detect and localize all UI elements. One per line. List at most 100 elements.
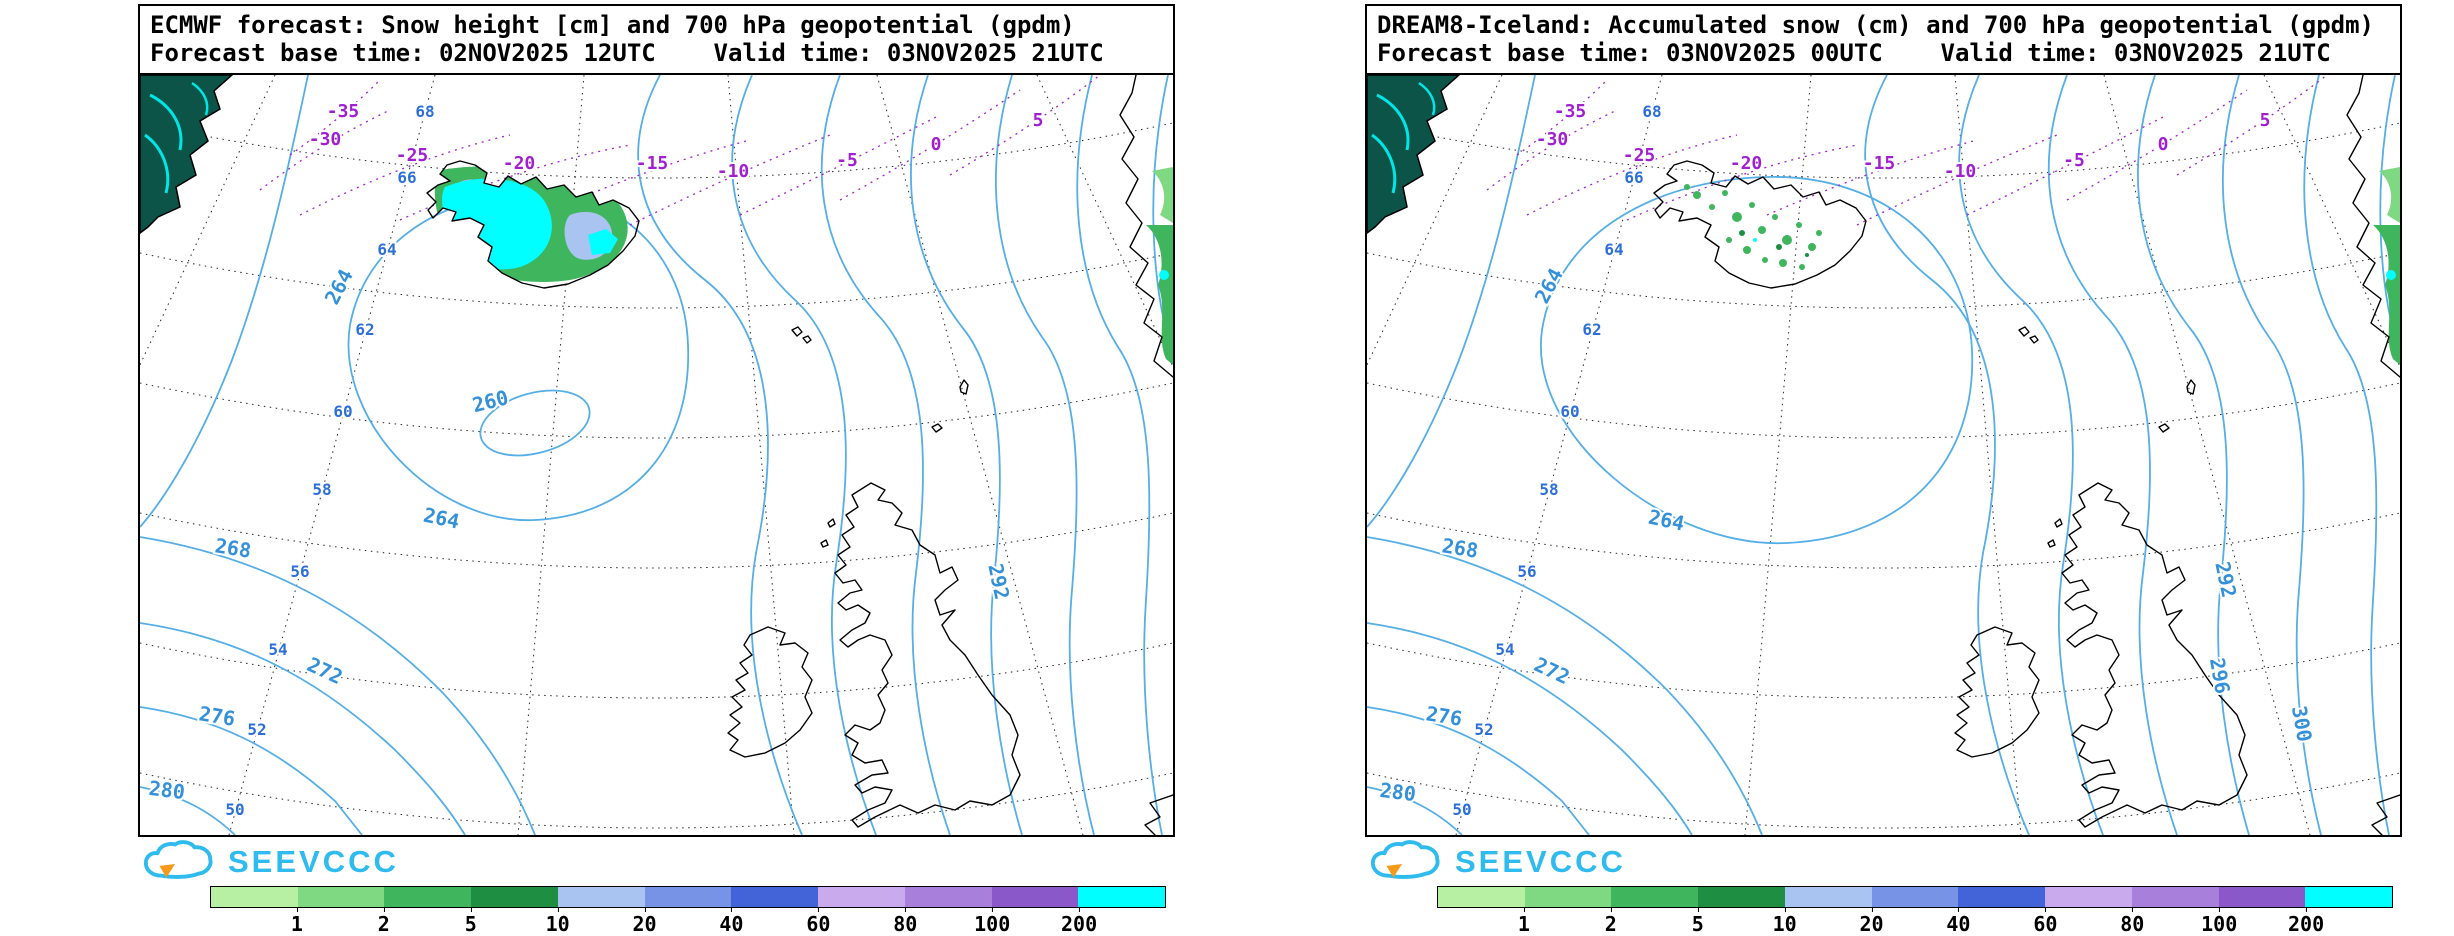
seevccc-logo-text: SEEVCCC [1455, 844, 1626, 879]
seevccc-logo: SEEVCCC [140, 838, 399, 886]
legend-color-segment [991, 887, 1079, 907]
map-frame: ECMWF forecast: Snow height [cm] and 700… [138, 4, 1175, 837]
geopotential-label: 276 [1424, 701, 1463, 730]
snow-cover-iceland [434, 166, 628, 282]
geopotential-label: 280 [147, 776, 186, 804]
legend-color-segment [2218, 887, 2306, 907]
temperature-label: -20 [1730, 153, 1763, 174]
coastlines [140, 75, 1173, 835]
temperature-label: -5 [2063, 150, 2085, 171]
legend-color-segment [2131, 887, 2219, 907]
legend-color-segment [1078, 887, 1166, 907]
panel-header: ECMWF forecast: Snow height [cm] and 700… [140, 6, 1173, 75]
latitude-label: 58 [312, 480, 331, 499]
latitude-label: 56 [290, 562, 309, 581]
legend-color-segment [471, 887, 558, 907]
latitude-label: 52 [247, 720, 266, 739]
geopotential-label: 264 [421, 503, 461, 534]
latitude-label: 58 [1539, 480, 1558, 499]
panel-title: ECMWF forecast: Snow height [cm] and 700… [150, 11, 1075, 39]
legend-color-segment [818, 887, 905, 907]
latitude-label: 60 [333, 402, 352, 421]
map-frame: DREAM8-Iceland: Accumulated snow (cm) an… [1365, 4, 2402, 837]
legend-color-segment [1698, 887, 1785, 907]
coastlines [1367, 75, 2400, 835]
geopotential-label: 280 [1378, 778, 1417, 806]
seevccc-logo-icon [1370, 840, 1440, 879]
geopotential-label: 292 [2210, 559, 2241, 599]
panel-subtitle: Forecast base time: 03NOV2025 00UTC Vali… [1377, 39, 2331, 67]
temperature-label: -10 [1944, 161, 1977, 182]
temperature-label: -10 [717, 161, 750, 182]
logo-arrow-icon [1386, 863, 1403, 878]
legend-color-segment [731, 887, 819, 907]
latitude-label: 52 [1474, 720, 1493, 739]
geopotential-low-contours [1539, 176, 1974, 544]
legend-tick-label: 2 [1604, 908, 1617, 936]
temperature-label: -5 [836, 150, 858, 171]
legend-color-segment [557, 887, 645, 907]
latitude-label: 54 [268, 640, 287, 659]
latitude-label: 56 [1517, 562, 1536, 581]
legend-color-segment [1611, 887, 1699, 907]
snow-legend: 1 2 5 10 20 40 60 80 100 200 [1437, 886, 2393, 936]
legend-color-segment [2305, 887, 2393, 907]
legend-tick-label: 2 [377, 908, 390, 936]
legend-color-segment [1871, 887, 1959, 907]
temperature-label: -35 [1554, 101, 1587, 122]
snow-legend: 1 2 5 10 20 40 60 80 100 200 [210, 886, 1166, 936]
legend-ticks: 1 2 5 10 20 40 60 80 100 200 [210, 908, 1166, 936]
geopotential-label: 276 [197, 701, 236, 730]
latitude-label: 64 [1604, 240, 1623, 259]
temperature-contours [1486, 75, 2328, 226]
latitude-label: 66 [397, 168, 416, 187]
temperature-label: -30 [309, 129, 342, 150]
geopotential-label: 268 [1440, 533, 1479, 562]
legend-ticks: 1 2 5 10 20 40 60 80 100 200 [1437, 908, 2393, 936]
legend-tick-label: 5 [464, 908, 477, 936]
legend-tick-label: 5 [1691, 908, 1704, 936]
legend-tick-label: 200 [2288, 908, 2325, 936]
legend-tick-label: 80 [2120, 908, 2145, 936]
legend-color-segment [904, 887, 992, 907]
legend-color-segment [211, 887, 298, 907]
temperature-label: -20 [503, 153, 536, 174]
legend-tick-label: 10 [1772, 908, 1797, 936]
geopotential-contours [1367, 75, 2400, 835]
latitude-label: 66 [1624, 168, 1643, 187]
geopotential-label: 260 [470, 385, 511, 417]
temperature-label: 5 [1033, 110, 1044, 131]
geopotential-label: 264 [1530, 264, 1568, 307]
legend-color-segment [297, 887, 385, 907]
latitude-label: 62 [355, 320, 374, 339]
legend-color-segment [1438, 887, 1525, 907]
latitude-label: 54 [1495, 640, 1514, 659]
legend-tick-label: 20 [1859, 908, 1884, 936]
legend-tick-label: 1 [1517, 908, 1530, 936]
latitude-label: 50 [225, 800, 244, 819]
snow-cover-iceland [1684, 184, 1822, 270]
latitude-label: 68 [415, 102, 434, 121]
legend-color-segment [1784, 887, 1872, 907]
graticule [140, 75, 1173, 835]
temperature-label: 0 [2158, 134, 2169, 155]
temperature-contours [259, 75, 1101, 226]
legend-tick-label: 100 [974, 908, 1011, 936]
forecast-map: 264 264 268 272 276 280 292 296 300 68 6… [1367, 75, 2400, 835]
temperature-label: -15 [636, 153, 669, 174]
geopotential-label: 268 [213, 533, 252, 562]
seevccc-logo-text: SEEVCCC [228, 844, 399, 879]
temperature-label: -35 [327, 101, 360, 122]
legend-color-segment [644, 887, 732, 907]
latitude-label: 68 [1642, 102, 1661, 121]
temperature-label: 5 [2260, 110, 2271, 131]
latitude-label: 60 [1560, 402, 1579, 421]
temperature-label: -30 [1536, 129, 1569, 150]
legend-tick-label: 200 [1061, 908, 1098, 936]
geopotential-label: 264 [1646, 505, 1686, 536]
legend-tick-label: 100 [2201, 908, 2238, 936]
legend-tick-label: 10 [545, 908, 570, 936]
panel-title: DREAM8-Iceland: Accumulated snow (cm) an… [1377, 11, 2374, 39]
forecast-map: 260 264 264 268 272 276 280 292 68 66 64… [140, 75, 1173, 835]
